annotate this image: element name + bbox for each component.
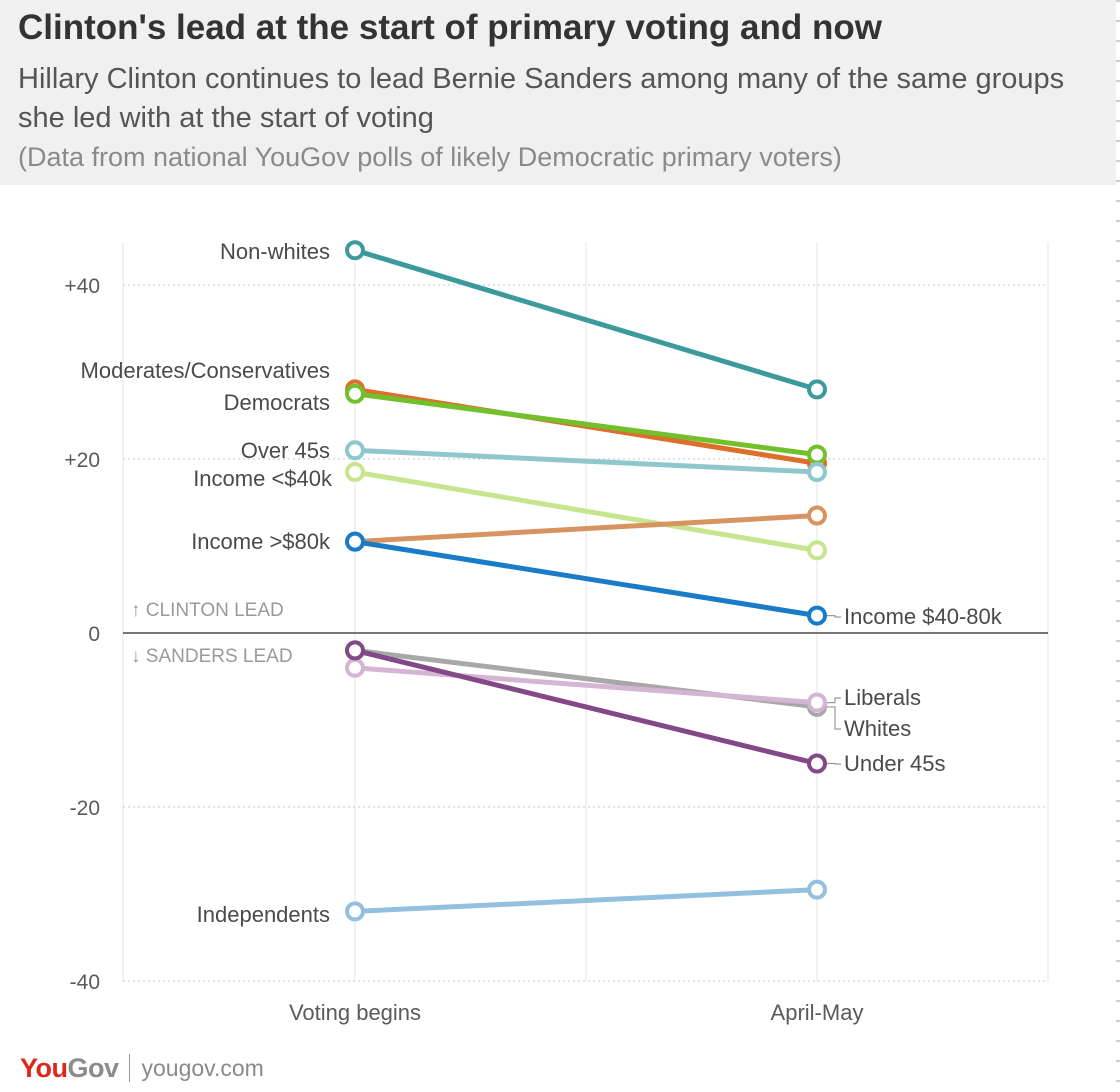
- data-point-independents-0: [345, 901, 365, 922]
- series-line-independents: [352, 887, 820, 914]
- chart-title: Clinton's lead at the start of primary v…: [18, 8, 882, 47]
- grid-layer: [122, 242, 1049, 982]
- series-label-income-40k: Income <$40k: [193, 466, 333, 491]
- data-point-income-80k-1: [807, 505, 827, 526]
- data-point-democrats-1: [807, 444, 827, 465]
- data-point-democrats-0: [345, 383, 365, 404]
- series-line-income-80k: [352, 513, 820, 545]
- leader-line-whites: [827, 706, 841, 730]
- leader-line-liberals: [827, 697, 841, 704]
- footer: You Gov yougov.com: [20, 1052, 264, 1084]
- x-tick-label: April-May: [771, 1000, 864, 1025]
- site-link[interactable]: yougov.com: [141, 1054, 264, 1081]
- data-point-income-40k-1: [807, 540, 827, 561]
- slope-chart: +40 +20 0 -20 -40 Voting begins April-May ↑ CLI…: [64, 239, 1049, 1025]
- series-label-independents: Independents: [197, 902, 330, 927]
- chart-subtitle: Hillary Clinton continues to lead Bernie…: [18, 63, 1065, 134]
- series-label-under-45s: Under 45s: [844, 751, 946, 776]
- data-point-income-40k-0: [345, 462, 365, 483]
- data-point-independents-1: [807, 879, 827, 900]
- leader-line-income-40-80k: [827, 615, 841, 618]
- x-tick-label: Voting begins: [289, 1000, 421, 1025]
- series-layer: [345, 240, 827, 922]
- footer-divider: [128, 1054, 130, 1082]
- chart-header: Clinton's lead at the start of primary v…: [0, 0, 1116, 185]
- y-tick-label: -40: [70, 971, 100, 994]
- label-layer: Non-whites Moderates/Conservatives Democra…: [81, 239, 1003, 927]
- edge-divider: [1116, 0, 1120, 1092]
- data-point-over-45s-0: [345, 440, 365, 461]
- series-label-democrats: Democrats: [224, 390, 330, 415]
- yougov-logo-gov: Gov: [67, 1052, 120, 1083]
- series-line-liberals: [352, 665, 820, 706]
- series-label-whites: Whites: [844, 716, 911, 741]
- data-source-note: (Data from national YouGov polls of like…: [18, 142, 842, 172]
- clinton-lead-annotation: ↑ CLINTON LEAD: [131, 600, 284, 621]
- data-point-under-45s-0: [345, 640, 365, 661]
- y-tick-label: +40: [64, 275, 100, 298]
- series-label-moderates-conservatives: Moderates/Conservatives: [81, 358, 330, 383]
- series-line-income-40k: [352, 469, 820, 553]
- series-line-non-whites: [352, 247, 820, 392]
- data-point-liberals-1: [807, 692, 827, 713]
- series-line-over-45s: [352, 447, 820, 475]
- data-point-under-45s-1: [807, 753, 827, 774]
- data-point-income-40-80k-1: [807, 605, 827, 626]
- y-tick-label: 0: [88, 623, 100, 646]
- series-line-income-40-80k: [352, 539, 820, 619]
- data-point-income-40-80k-0: [345, 531, 365, 552]
- series-label-non-whites: Non-whites: [220, 239, 330, 264]
- series-label-income-80k: Income >$80k: [191, 529, 331, 554]
- yougov-logo-you: You: [20, 1052, 68, 1083]
- axis-layer: +40 +20 0 -20 -40 Voting begins April-May ↑ CLI…: [64, 275, 1048, 1025]
- leader-line-under-45s: [827, 762, 841, 765]
- series-line-under-45s: [352, 647, 820, 766]
- y-tick-label: -20: [70, 797, 100, 820]
- series-label-income-40-80k: Income $40-80k: [844, 604, 1003, 629]
- data-point-non-whites-1: [807, 379, 827, 400]
- y-tick-label: +20: [64, 449, 100, 472]
- data-point-non-whites-0: [345, 240, 365, 261]
- series-line-democrats: [352, 391, 820, 458]
- data-point-liberals-0: [345, 657, 365, 678]
- sanders-lead-annotation: ↓ SANDERS LEAD: [131, 646, 293, 667]
- series-label-over-45s: Over 45s: [241, 438, 330, 463]
- data-point-over-45s-1: [807, 462, 827, 483]
- series-label-liberals: Liberals: [844, 685, 921, 710]
